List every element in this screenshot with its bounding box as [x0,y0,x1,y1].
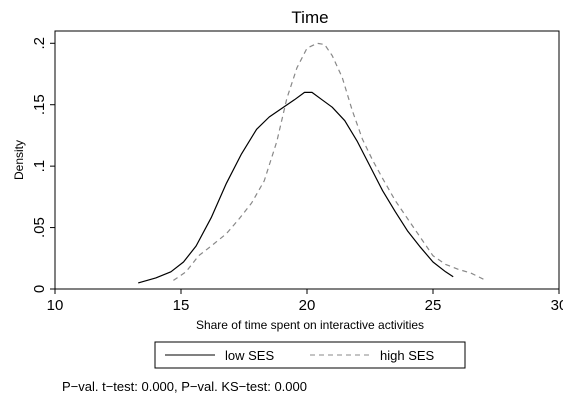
y-tick-label: .1 [31,160,48,173]
series-line-low-ses [138,91,454,284]
x-tick-label: 10 [47,297,64,314]
y-tick-label: .05 [31,217,48,238]
plot-frame [54,30,560,290]
y-tick-label: .15 [31,94,48,115]
footnote: P−val. t−test: 0.000, P−val. KS−test: 0.… [62,379,307,394]
x-tick-label: 15 [173,297,190,314]
series-line-high-ses [173,42,484,281]
y-axis-label: Density [12,140,26,180]
legend-label-low-ses: low SES [225,348,274,363]
x-tick-label: 30 [551,297,563,314]
x-axis-label: Share of time spent on interactive activ… [196,318,424,332]
legend-label-high-ses: high SES [380,348,435,363]
chart-title: Time [291,8,328,27]
x-tick-label: 25 [425,297,442,314]
y-tick-label: 0 [31,285,48,293]
series-lines [138,42,484,284]
axis-ticks: 10 15 20 25 30 0 .05 .1 .15 .2 [31,37,563,314]
y-tick-label: .2 [31,37,48,50]
x-tick-label: 20 [299,297,316,314]
legend: low SES high SES [154,341,466,369]
